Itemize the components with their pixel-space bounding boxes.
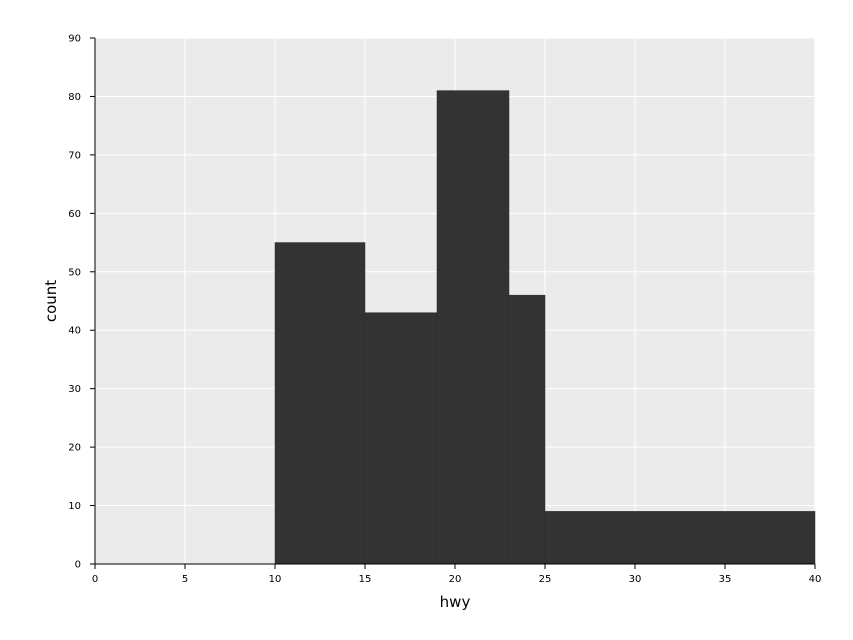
histogram-bar [274, 242, 366, 565]
y-tick-label: 0 [75, 560, 81, 571]
y-tick-label: 80 [68, 92, 81, 103]
y-tick-label: 20 [68, 443, 81, 454]
x-tick-label: 40 [809, 574, 822, 585]
x-tick-label: 0 [92, 574, 98, 585]
x-tick-label: 20 [449, 574, 462, 585]
x-tick-label: 30 [629, 574, 642, 585]
y-tick-label: 60 [68, 209, 81, 220]
histogram-bar [364, 312, 438, 565]
x-tick-label: 10 [269, 574, 282, 585]
tick-labels: 0 5 10 15 20 25 30 35 40 0 10 20 30 40 50 60 70 80 90 [68, 34, 821, 586]
x-tick-label: 25 [539, 574, 552, 585]
y-tick-label: 40 [68, 326, 81, 337]
y-tick-label: 70 [68, 150, 81, 161]
y-tick-label: 30 [68, 384, 81, 395]
histogram-bar [508, 294, 546, 565]
y-tick-label: 50 [68, 267, 81, 278]
x-tick-label: 5 [182, 574, 188, 585]
y-axis-title: count [42, 280, 60, 322]
y-tick-label: 10 [68, 501, 81, 512]
histogram-bars [274, 90, 816, 565]
x-tick-label: 15 [359, 574, 372, 585]
histogram-bar [544, 511, 816, 565]
histogram-bar [436, 90, 510, 565]
y-tick-label: 90 [68, 34, 81, 45]
x-tick-label: 35 [719, 574, 732, 585]
x-axis-title: hwy [440, 593, 471, 611]
